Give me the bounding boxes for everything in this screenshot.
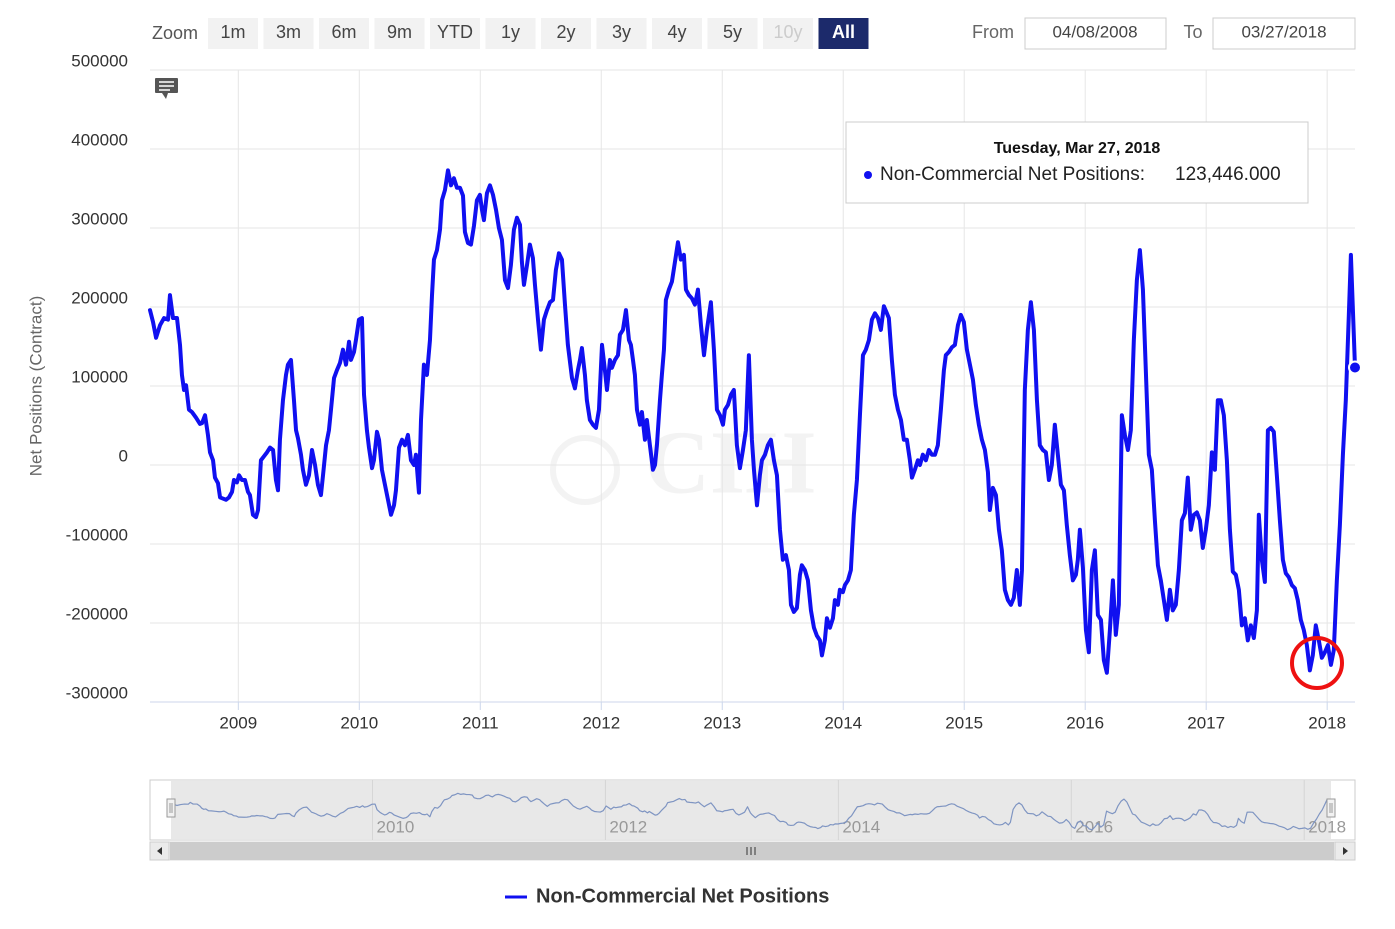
- zoom-button-label: 10y: [773, 22, 802, 42]
- zoom-button[interactable]: [652, 18, 702, 49]
- x-tick-label: 2011: [462, 713, 499, 732]
- zoom-button-label[interactable]: 9m: [387, 22, 412, 42]
- from-label: From: [972, 22, 1014, 42]
- navigator-handle[interactable]: [1326, 798, 1336, 818]
- zoom-button[interactable]: [374, 18, 425, 49]
- tooltip-value: 123,446.000: [1175, 164, 1281, 185]
- navigator-tick-label: 2014: [842, 817, 880, 836]
- annotation-circle: [1290, 636, 1344, 690]
- navigator-tick-label: 2018: [1308, 817, 1346, 836]
- zoom-button[interactable]: [485, 18, 536, 49]
- legend-label[interactable]: Non-Commercial Net Positions: [536, 885, 829, 907]
- scrollbar-right-arrow: [1343, 847, 1348, 855]
- tooltip-title: Tuesday, Mar 27, 2018: [994, 140, 1161, 157]
- x-tick-label: 2010: [340, 713, 378, 732]
- x-tick-label: 2017: [1187, 713, 1225, 732]
- series-line: [148, 168, 1357, 675]
- zoom-button-label[interactable]: 1y: [501, 22, 520, 42]
- zoom-button[interactable]: [430, 18, 480, 49]
- tooltip-box: [845, 121, 1309, 204]
- navigator-tick-label: 2010: [376, 817, 414, 836]
- zoom-button-label[interactable]: 4y: [667, 22, 686, 42]
- y-tick-label: -300000: [66, 683, 128, 702]
- y-tick-label: 0: [119, 446, 128, 465]
- y-tick-label: -200000: [66, 604, 128, 623]
- x-tick-label: 2015: [945, 713, 983, 732]
- y-tick-label: 500000: [71, 51, 128, 70]
- to-label: To: [1183, 22, 1202, 42]
- watermark-group: CIH: [550, 414, 815, 513]
- last-point-marker: [1348, 360, 1362, 375]
- zoom-button-label[interactable]: 1m: [220, 22, 245, 42]
- zoom-button-label[interactable]: 5y: [723, 22, 742, 42]
- y-tick-label: 400000: [71, 130, 128, 149]
- to-input[interactable]: [1212, 17, 1356, 50]
- navigator-selection: [171, 781, 1331, 839]
- zoom-button[interactable]: [263, 18, 314, 49]
- zoom-button-label[interactable]: 3y: [612, 22, 631, 42]
- y-tick-label: -100000: [66, 525, 128, 544]
- x-tick-label: 2009: [219, 713, 257, 732]
- y-tick-label: 300000: [71, 209, 128, 228]
- zoom-button[interactable]: [541, 18, 591, 49]
- x-tick-label: 2016: [1066, 713, 1104, 732]
- zoom-button: [763, 18, 813, 49]
- navigator-handle[interactable]: [166, 798, 176, 818]
- scrollbar-thumb[interactable]: [170, 842, 1334, 860]
- comment-icon-tail[interactable]: [162, 93, 168, 99]
- zoom-button-label[interactable]: YTD: [437, 22, 473, 42]
- watermark: CIH: [645, 414, 815, 513]
- zoom-button-label[interactable]: 2y: [556, 22, 575, 42]
- zoom-button[interactable]: [319, 18, 369, 49]
- zoom-button[interactable]: [596, 18, 647, 49]
- scrollbar-left-arrow: [157, 847, 162, 855]
- navigator-tick-label: 2012: [609, 817, 647, 836]
- y-axis-title: Net Positions (Contract): [26, 296, 45, 476]
- tooltip-dot: [864, 171, 872, 179]
- y-tick-label: 200000: [71, 288, 128, 307]
- zoom-button[interactable]: [208, 18, 258, 49]
- zoom-button[interactable]: [818, 18, 869, 49]
- watermark-logo: [550, 435, 620, 505]
- to-date[interactable]: 03/27/2018: [1241, 22, 1326, 41]
- zoom-button-label[interactable]: 3m: [276, 22, 301, 42]
- zoom-button-label[interactable]: All: [832, 22, 855, 42]
- zoom-label: Zoom: [152, 23, 198, 43]
- navigator-line: [170, 792, 1332, 831]
- y-tick-label: 100000: [71, 367, 128, 386]
- zoom-button[interactable]: [707, 18, 758, 49]
- x-tick-label: 2012: [582, 713, 620, 732]
- x-tick-label: 2014: [824, 713, 862, 732]
- x-tick-label: 2018: [1308, 713, 1346, 732]
- from-input[interactable]: [1024, 17, 1167, 50]
- zoom-button-label[interactable]: 6m: [331, 22, 356, 42]
- from-date[interactable]: 04/08/2008: [1052, 22, 1137, 41]
- tooltip-label: Non-Commercial Net Positions:: [880, 164, 1145, 185]
- comment-icon[interactable]: [155, 78, 178, 99]
- x-tick-label: 2013: [703, 713, 741, 732]
